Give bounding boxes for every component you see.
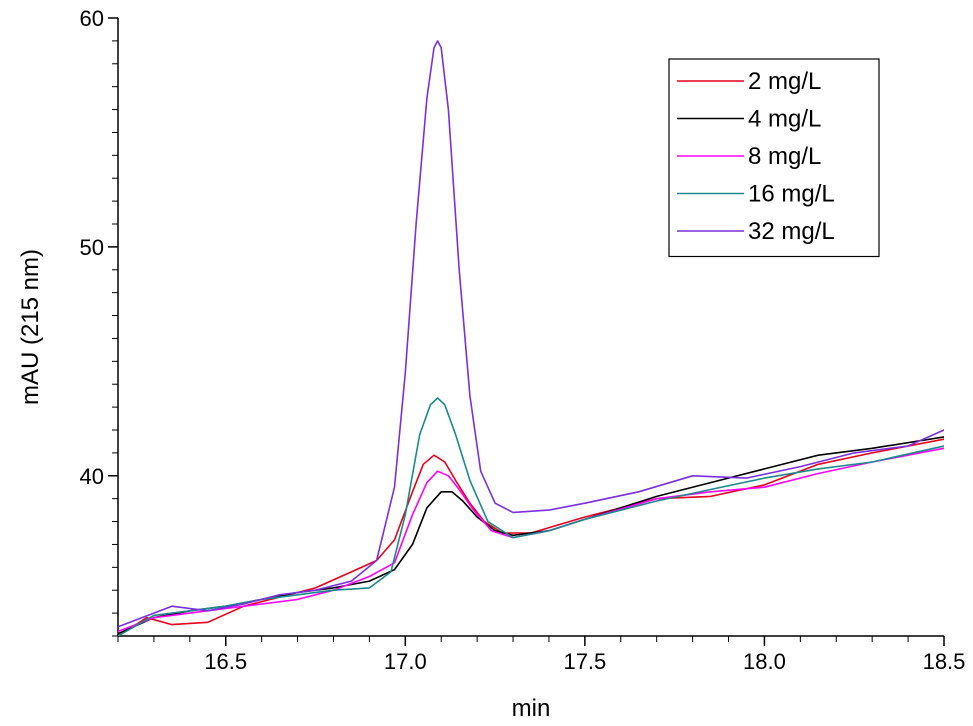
series-line-4 xyxy=(118,397,944,636)
x-tick-label: 18.5 xyxy=(923,649,966,674)
x-tick-label: 16.5 xyxy=(204,649,247,674)
legend-label: 4 mg/L xyxy=(748,106,821,133)
x-tick-label: 18.0 xyxy=(743,649,786,674)
series-line-1 xyxy=(118,438,944,636)
series-line-5 xyxy=(118,40,944,628)
legend-label: 8 mg/L xyxy=(748,143,821,170)
legend-label: 16 mg/L xyxy=(748,181,835,208)
y-tick-label: 50 xyxy=(80,235,104,260)
legend-label: 32 mg/L xyxy=(748,218,835,245)
series-line-3 xyxy=(118,447,944,633)
x-tick-label: 17.5 xyxy=(563,649,606,674)
legend: 2 mg/L 4 mg/L 8 mg/L 16 mg/L 32 mg/L xyxy=(668,58,880,258)
legend-label: 2 mg/L xyxy=(748,68,821,95)
series-group xyxy=(118,40,944,636)
axis-ticks: 16.5 17.0 17.5 18.0 18.5 40 50 60 xyxy=(80,6,966,674)
y-tick-label: 60 xyxy=(80,6,104,31)
x-axis-title: min xyxy=(512,695,551,722)
x-tick-label: 17.0 xyxy=(384,649,427,674)
y-tick-label: 40 xyxy=(80,464,104,489)
legend-box xyxy=(668,58,880,258)
y-axis-title: mAU (215 nm) xyxy=(17,249,44,405)
